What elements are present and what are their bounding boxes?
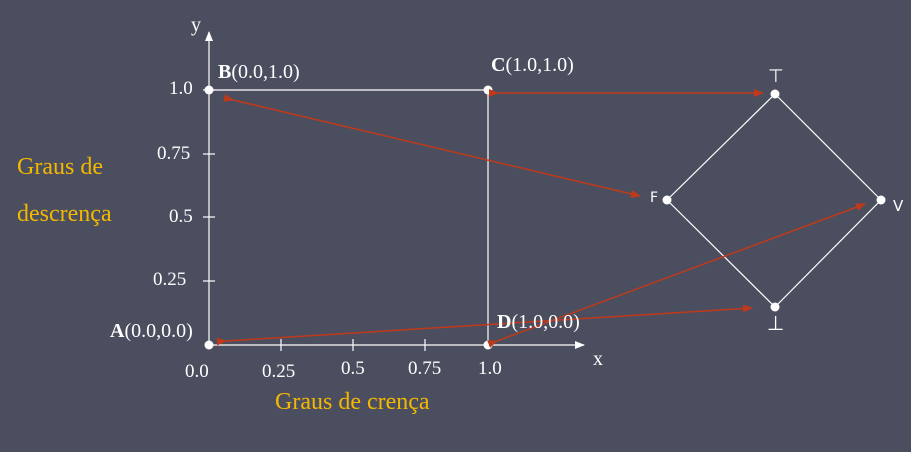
y-tick-label: 1.0 [169, 78, 193, 99]
point-c-letter: C [491, 54, 506, 76]
point-b-dot [204, 85, 214, 95]
x-tick-label: 0.25 [262, 361, 296, 382]
x-tick-label: 0.75 [408, 358, 442, 379]
point-b-letter: B [218, 61, 232, 83]
point-c-dot [483, 85, 493, 95]
point-d-letter: D [497, 311, 512, 333]
lattice-diamond [666, 93, 882, 308]
lattice-top-label: ⊤ [768, 66, 784, 87]
lattice-right-label: V [893, 197, 904, 215]
point-c-coords: (1.0,1.0) [505, 54, 574, 76]
point-b-label: B(0.0,1.0) [218, 61, 300, 84]
point-b-coords: (0.0,1.0) [231, 61, 300, 83]
x-tick-label: 0.0 [185, 361, 209, 382]
lattice-right-dot [876, 195, 886, 205]
lattice-bottom-label: ⊥ [767, 311, 785, 335]
point-c-label: C(1.0,1.0) [491, 54, 574, 77]
point-a-letter: A [110, 320, 125, 342]
lattice-top-dot [770, 89, 780, 99]
x-axis-title: Graus de crença [275, 389, 430, 415]
y-tick-label: 0.25 [153, 269, 187, 290]
point-d-dot [483, 340, 493, 350]
y-axis-letter: y [191, 14, 201, 36]
arrow-a-to-bottom [216, 304, 753, 346]
lattice-left-label: F [650, 190, 659, 206]
arrow-b-to-f [223, 94, 641, 198]
x-tick-label: 0.5 [341, 358, 365, 379]
x-axis-letter: x [593, 348, 603, 370]
y-tick-label: 0.75 [157, 143, 191, 164]
y-axis-title-line1: Graus de [17, 154, 103, 180]
x-tick-label: 1.0 [478, 358, 502, 379]
arrow-d-to-v [487, 203, 866, 348]
point-d-label: D(1.0,0.0) [497, 311, 580, 334]
y-axis-title-line2: descrença [17, 201, 112, 227]
point-a-coords: (0.0,0.0) [124, 320, 193, 342]
lattice-left-dot [662, 195, 672, 205]
point-d-coords: (1.0,0.0) [511, 311, 580, 333]
y-tick-label: 0.5 [169, 206, 193, 227]
point-a-label: A(0.0,0.0) [110, 320, 193, 343]
point-a-dot [204, 340, 214, 350]
